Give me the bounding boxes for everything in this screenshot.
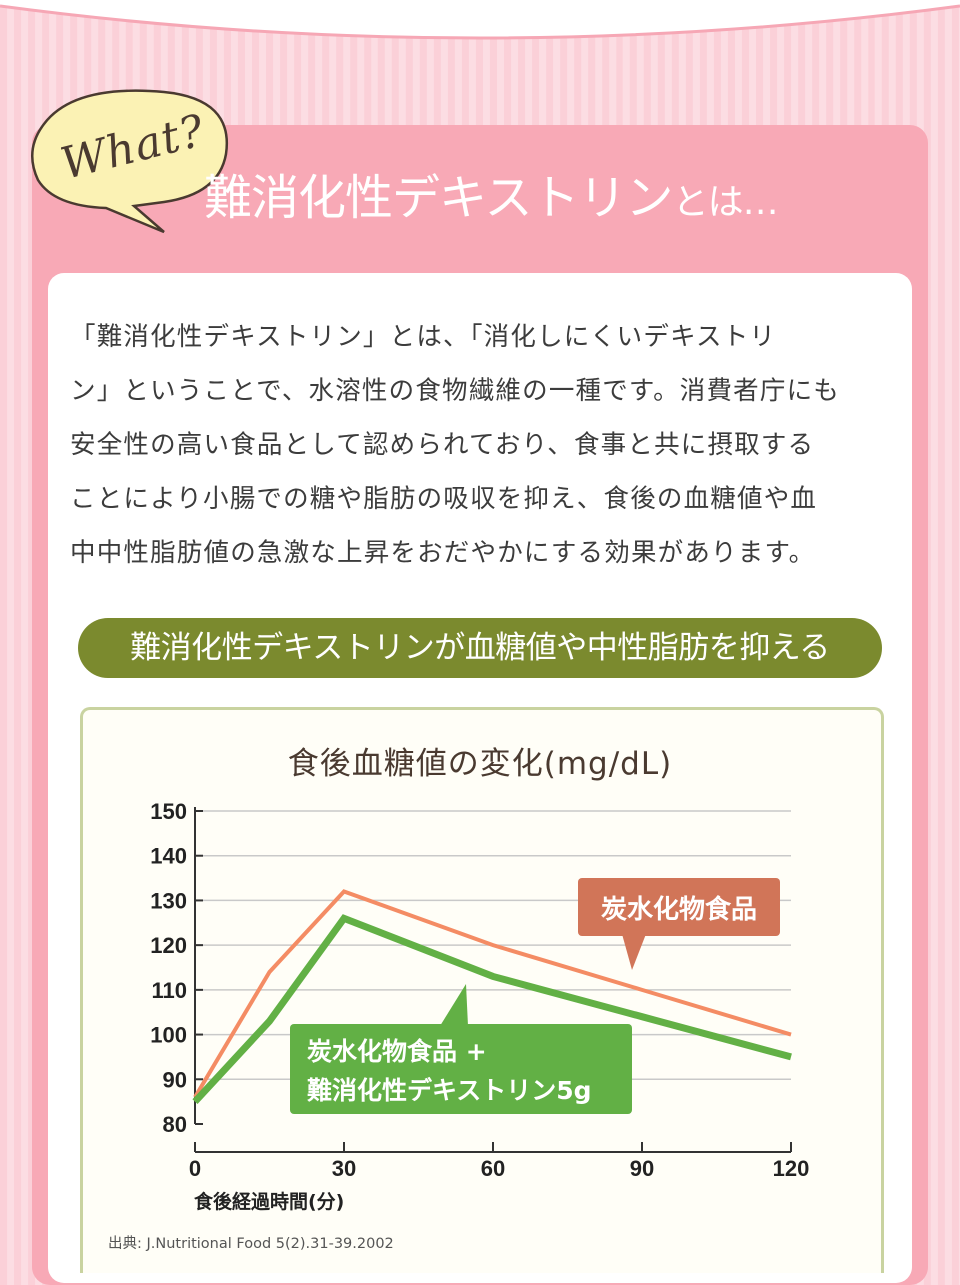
x-tick-label: 30 [332,1156,356,1181]
title-suffix: とは… [672,182,779,223]
label-box-carb [578,878,780,936]
label-pointer-carb [622,934,646,970]
label-text-carb: 炭水化物食品 [601,894,757,925]
x-axis-title: 食後経過時間(分) [194,1190,344,1213]
intro-line: 「難消化性デキストリン」とは、「消化しにくいデキストリ [70,322,777,352]
x-tick-label: 90 [630,1156,654,1181]
label-text-carb-dextrin-line1: 炭水化物食品 + [307,1037,487,1066]
label-text-carb-dextrin-line2: 難消化性デキストリン5g [307,1076,592,1105]
y-tick-label: 100 [150,1023,187,1048]
x-tick-label: 60 [481,1156,505,1181]
series-line-carb-dextrin [192,914,792,1105]
intro-line: ことにより小腸での糖や脂肪の吸収を抑え、食後の血糖値や血 [70,484,818,514]
y-tick-label: 80 [163,1112,187,1137]
chart-title: 食後血糖値の変化(mg/dL) [287,746,673,782]
section-banner: 難消化性デキストリンが血糖値や中性脂肪を抑える [78,618,882,678]
series-line-carb [193,889,792,1099]
y-tick-label: 120 [150,933,187,958]
axes: 80 90 100 110 120 130 140 150 0 30 60 90 120 [150,799,809,1181]
series-lines [192,889,792,1105]
label-pointer-carb-dextrin [440,984,468,1026]
label-box-carb-dextrin [290,1024,632,1114]
top-wave-decoration [0,0,960,40]
page-title: 難消化性デキストリンとは… [204,158,779,228]
intro-paragraph: 「難消化性デキストリン」とは、「消化しにくいデキストリ ン」ということで、水溶性… [70,310,900,580]
y-tick-label: 130 [150,888,187,913]
speech-bubble-icon [31,89,229,234]
y-tick-label: 110 [152,978,188,1003]
intro-line: 中中性脂肪値の急激な上昇をおだやかにする効果があります。 [70,538,816,568]
x-tick-label: 120 [773,1156,810,1181]
intro-line: 安全性の高い食品として認められており、食事と共に摂取する [70,430,815,460]
source-citation: 出典: J.Nutritional Food 5(2).31-39.2002 [108,1236,394,1252]
y-tick-label: 140 [150,844,187,869]
y-tick-label: 150 [150,799,187,824]
title-main: 難消化性デキストリン [204,170,674,226]
y-tick-label: 90 [163,1067,187,1092]
intro-line: ン」ということで、水溶性の食物繊維の一種です。消費者庁にも [70,376,840,406]
x-tick-label: 0 [189,1156,201,1181]
